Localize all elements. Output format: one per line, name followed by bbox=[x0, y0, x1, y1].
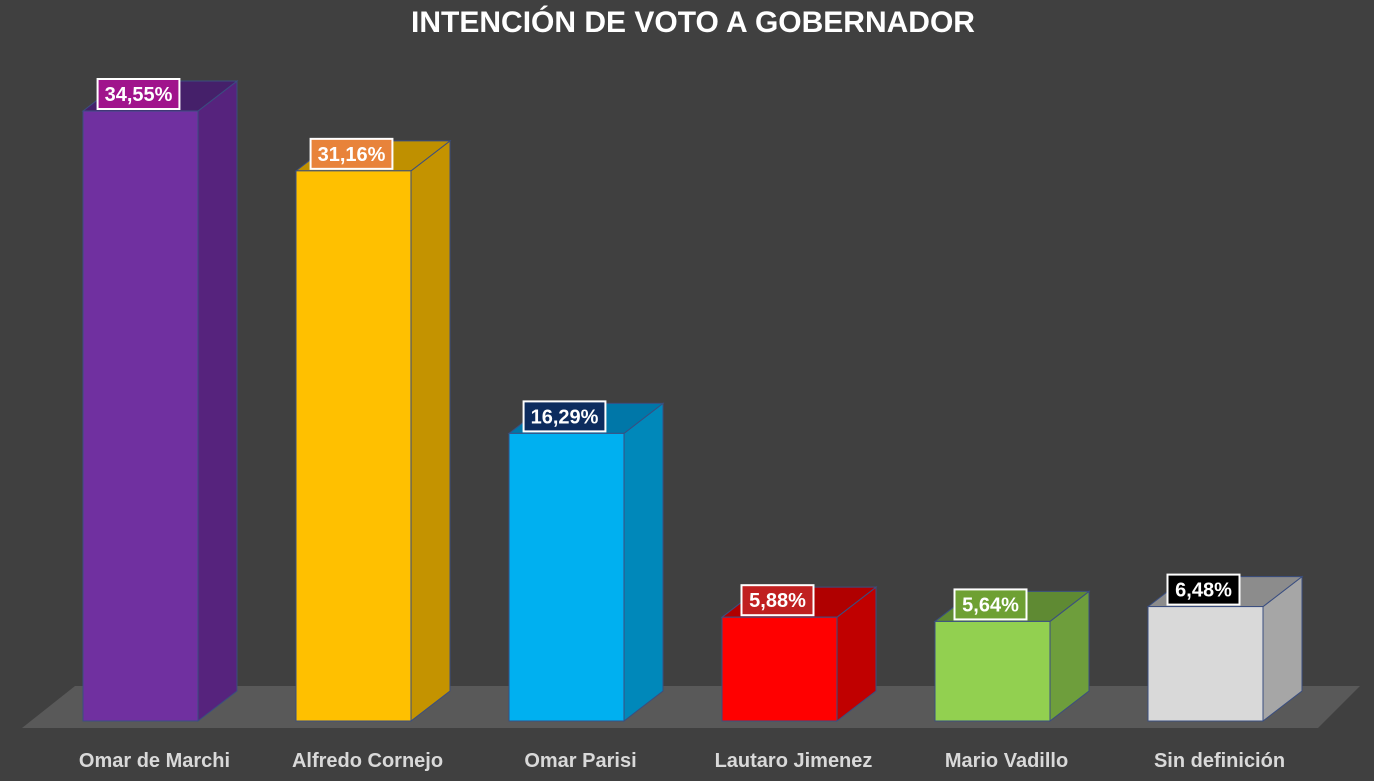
data-label-text: 16,29% bbox=[531, 406, 599, 428]
bar-front-face bbox=[934, 620, 1051, 722]
bars-group bbox=[81, 79, 1304, 723]
bar-front-face bbox=[1147, 606, 1264, 722]
category-label: Lautaro Jimenez bbox=[715, 750, 873, 772]
category-label: Omar de Marchi bbox=[79, 750, 230, 772]
data-label-box bbox=[1166, 573, 1241, 606]
data-label-box bbox=[309, 137, 394, 170]
data-labels-group: 34,55% 31,16% 16,29% 5,88% 5,64% 6,48% bbox=[96, 78, 1241, 621]
data-label-text: 34,55% bbox=[105, 84, 173, 106]
data-label-box bbox=[740, 584, 815, 617]
data-label: 16,29% bbox=[522, 400, 607, 433]
bar-front-face bbox=[82, 110, 199, 722]
data-label: 6,48% bbox=[1166, 573, 1241, 606]
bar-side-face bbox=[410, 139, 451, 723]
data-label-text: 31,16% bbox=[318, 144, 386, 166]
data-label-text: 5,88% bbox=[749, 590, 806, 612]
data-label: 34,55% bbox=[96, 78, 181, 110]
data-label: 31,16% bbox=[309, 137, 394, 170]
category-label: Omar Parisi bbox=[524, 750, 636, 772]
bar-side-face bbox=[197, 79, 238, 723]
bar-front-face bbox=[721, 616, 838, 722]
bar-front-face bbox=[508, 432, 625, 722]
category-label: Mario Vadillo bbox=[945, 750, 1068, 772]
data-label: 5,88% bbox=[740, 584, 815, 617]
data-label-box bbox=[96, 78, 181, 110]
chart-title: INTENCIÓN DE VOTO A GOBERNADOR bbox=[411, 5, 975, 39]
data-label-text: 6,48% bbox=[1175, 580, 1232, 602]
data-label-box bbox=[953, 588, 1028, 621]
category-label: Alfredo Cornejo bbox=[292, 750, 443, 772]
data-label: 5,64% bbox=[953, 588, 1028, 621]
category-label: Sin definición bbox=[1154, 750, 1285, 772]
bar bbox=[507, 402, 665, 723]
bar bbox=[81, 79, 239, 723]
data-label-box bbox=[522, 400, 607, 433]
bar bbox=[294, 139, 452, 723]
category-labels-group: Omar de Marchi Alfredo Cornejo Omar Parisi… bbox=[79, 750, 1285, 772]
bar-front-face bbox=[295, 170, 412, 722]
data-label-text: 5,64% bbox=[962, 594, 1019, 616]
bar-side-face bbox=[623, 402, 664, 723]
